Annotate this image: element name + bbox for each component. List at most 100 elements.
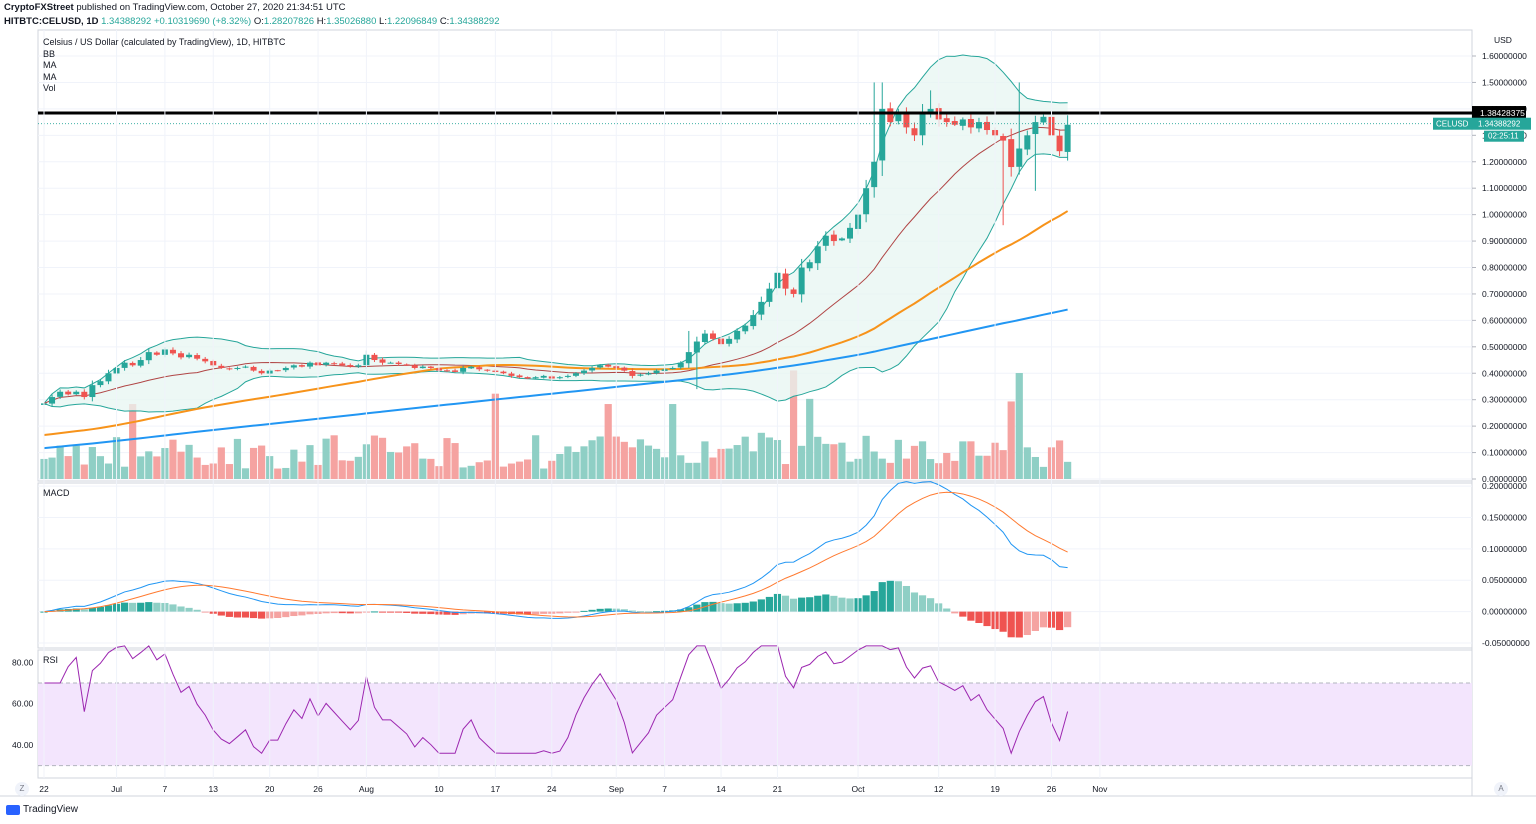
macd-histogram-bar	[628, 610, 636, 612]
legend-ma-2[interactable]: MA	[43, 71, 57, 82]
volume-bar	[524, 459, 532, 479]
macd-histogram-bar	[298, 611, 306, 616]
price-tick-label: 0.40000000	[1482, 368, 1527, 378]
macd-histogram-bar	[249, 611, 258, 619]
time-tick-label: 14	[716, 784, 726, 794]
time-tick-label: 24	[547, 784, 557, 794]
candle-body	[967, 118, 974, 128]
volume-bar	[411, 443, 419, 479]
tradingview-logo[interactable]: TradingView	[6, 804, 78, 815]
macd-histogram-bar	[943, 608, 951, 612]
candle-body	[790, 289, 797, 294]
macd-histogram-bar	[596, 608, 604, 612]
macd-label[interactable]: MACD	[43, 488, 70, 498]
candle-body	[685, 352, 692, 364]
candle-body	[81, 391, 88, 398]
macd-histogram-bar	[741, 602, 749, 612]
candle-body	[1024, 135, 1031, 150]
volume-bar	[258, 445, 266, 479]
candle-body	[323, 362, 330, 365]
timezone-button[interactable]: Z	[15, 782, 29, 796]
rsi-label[interactable]: RSI	[43, 655, 59, 665]
candle-body	[532, 377, 539, 379]
candle-body	[153, 352, 160, 355]
volume-bar	[620, 441, 628, 479]
volume-bar	[241, 468, 250, 479]
legend-bb[interactable]: BB	[43, 48, 56, 59]
published-text: published on TradingView.com, October 27…	[76, 2, 346, 13]
candle-body	[903, 113, 910, 128]
currency-label: USD	[1494, 35, 1512, 45]
macd-histogram-bar	[693, 604, 701, 612]
macd-tick-label: 0.20000000	[1482, 481, 1527, 491]
candle-body	[419, 366, 426, 369]
candle-body	[621, 367, 628, 371]
macd-histogram-bar	[862, 595, 870, 612]
candle-body	[734, 330, 741, 340]
price-tick-label: 0.80000000	[1482, 263, 1527, 273]
time-tick-label: 26	[1047, 784, 1057, 794]
close-value: 1.34388292	[449, 16, 500, 27]
legend-ma-1[interactable]: MA	[43, 60, 57, 70]
volume-bar	[798, 445, 806, 479]
chart-header: CryptoFXStreet published on TradingView.…	[0, 0, 1536, 30]
volume-bar	[652, 448, 661, 479]
macd-histogram-bar	[878, 582, 886, 612]
candle-body	[838, 238, 845, 241]
candle-body	[806, 262, 813, 269]
auto-scale-button[interactable]: A	[1494, 782, 1508, 796]
volume-bar	[983, 455, 991, 479]
volume-bar	[330, 435, 338, 479]
macd-histogram-bar	[910, 592, 919, 612]
price-tick-label: 0.20000000	[1482, 421, 1527, 431]
candle-body	[411, 365, 418, 368]
volume-bar	[540, 468, 548, 479]
rsi-tick-label: 80.00	[12, 657, 34, 667]
candle-body	[427, 366, 434, 368]
close-label: C:	[439, 16, 450, 27]
bollinger-fill	[44, 54, 1068, 412]
price-tick-label: 0.10000000	[1482, 448, 1527, 458]
volume-bar	[153, 456, 161, 479]
high-label: H:	[316, 16, 327, 27]
price-pane-frame	[37, 29, 1473, 482]
candle-body	[57, 391, 64, 397]
legend-vol[interactable]: Vol	[43, 83, 56, 93]
candle-body	[242, 366, 249, 368]
macd-histogram-bar	[725, 603, 733, 612]
candle-body	[693, 341, 700, 353]
macd-histogram-bar	[80, 609, 88, 612]
volume-bar	[177, 451, 185, 479]
macd-histogram-bar	[185, 607, 193, 612]
macd-histogram-bar	[129, 602, 137, 612]
volume-bar	[781, 464, 790, 479]
volume-bar	[588, 440, 596, 479]
macd-histogram-bar	[411, 611, 419, 614]
volume-bar	[322, 438, 330, 479]
volume-bar	[830, 444, 838, 479]
candle-body	[194, 355, 201, 359]
macd-histogram-bar	[395, 611, 403, 613]
macd-histogram-bar	[822, 594, 830, 612]
price-tick-label: 1.20000000	[1482, 157, 1527, 167]
volume-bar	[201, 464, 209, 479]
volume-bar	[233, 438, 242, 479]
candle-body	[782, 273, 789, 289]
candle-body	[226, 368, 233, 370]
candle-body	[1000, 136, 1007, 141]
price-tick-label: 1.00000000	[1482, 210, 1527, 220]
macd-histogram-bar	[604, 608, 612, 612]
macd-histogram-bar	[564, 611, 572, 613]
candle-body	[202, 358, 209, 362]
volume-bar	[1039, 466, 1048, 479]
macd-tick-label: 0.15000000	[1482, 513, 1527, 523]
macd-histogram-bar	[88, 608, 96, 612]
candle-body	[709, 333, 716, 339]
volume-bar	[451, 443, 459, 479]
candle-body	[605, 364, 612, 367]
candle-body	[371, 354, 378, 361]
publisher-name[interactable]: CryptoFXStreet	[4, 2, 74, 13]
macd-histogram-bar	[1055, 611, 1064, 631]
macd-histogram-bar	[258, 611, 266, 619]
